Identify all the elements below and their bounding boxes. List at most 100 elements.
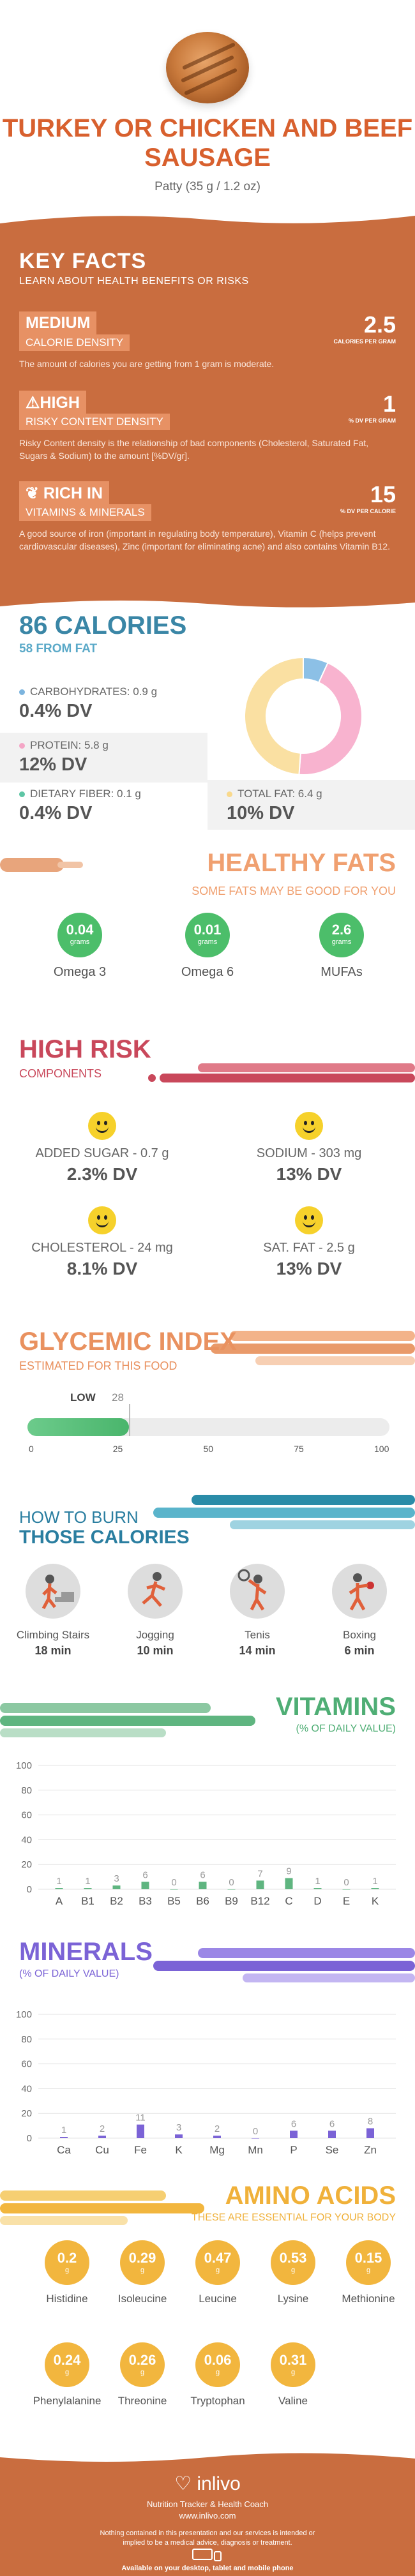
risk-dv: 8.1% DV — [66, 1259, 138, 1278]
bar-value-label: 1 — [372, 1876, 377, 1887]
tagline: Nutrition Tracker & Health Coach — [146, 2499, 269, 2509]
burn-time: 18 min — [34, 1644, 72, 1657]
x-category-label: A — [56, 1895, 63, 1907]
y-tick-label: 80 — [21, 2034, 32, 2045]
x-category-label: B5 — [167, 1895, 181, 1907]
amino-label: Tryptophan — [190, 2395, 245, 2407]
bar-value-label: 0 — [253, 2126, 258, 2137]
minerals-subtitle: (% OF DAILY VALUE) — [19, 1968, 119, 1979]
legend-dot — [19, 743, 25, 749]
vitamin-bar — [170, 1889, 178, 1890]
food-image — [166, 32, 249, 103]
fact-value: 1 — [382, 391, 396, 417]
amino-bubble: 0.53 g — [271, 2240, 315, 2285]
smile-icon — [88, 1206, 116, 1234]
glycemic-level: LOW — [70, 1391, 96, 1404]
fact-level: ❦ RICH IN — [19, 481, 109, 505]
page-title: TURKEY OR CHICKEN AND BEEF SAUSAGE — [2, 114, 413, 172]
jogging-icon — [128, 1564, 183, 1619]
x-category-label: C — [285, 1895, 292, 1907]
amino-title: AMINO ACIDS — [225, 2182, 396, 2210]
vitamin-bar — [112, 1885, 121, 1889]
bar-value-label: 0 — [171, 1877, 176, 1888]
mineral-bar — [137, 2124, 144, 2138]
x-category-label: B1 — [81, 1895, 94, 1907]
glycemic-ticks: 0 25 50 75 100 — [27, 1444, 389, 1456]
deco-bars — [211, 1331, 415, 1365]
legend-dot — [19, 689, 25, 696]
amino-label: Lysine — [277, 2293, 309, 2305]
glycemic-tick: 25 — [112, 1444, 123, 1454]
bar-value-label: 3 — [176, 2122, 181, 2133]
vitamin-bar — [313, 1888, 322, 1889]
calories-title: 86 CALORIES — [19, 611, 187, 640]
fact-description: The amount of calories you are getting f… — [19, 359, 275, 369]
vitamin-bar — [199, 1882, 207, 1889]
footer: ♡ inlivo Nutrition Tracker & Health Coac… — [0, 2464, 415, 2576]
deco-bars — [153, 1495, 415, 1529]
amino-label: Histidine — [46, 2293, 88, 2305]
burn-time: 10 min — [137, 1644, 174, 1657]
x-category-label: Fe — [134, 2144, 147, 2156]
fact-level: MEDIUM — [19, 311, 97, 335]
nutrient-carbohydrates: CARBOHYDRATES: 0.9 g 0.4% DV — [19, 685, 158, 721]
fat-label: Omega 3 — [53, 965, 107, 979]
vitamin-bar — [285, 1878, 293, 1889]
warning-icon: ⚠ — [26, 394, 40, 412]
fat-bg — [207, 780, 415, 830]
fact-value: 2.5 — [363, 311, 396, 338]
deco-bars — [0, 858, 83, 872]
vitamin-bar — [256, 1880, 264, 1889]
key-facts-title: KEY FACTS — [19, 249, 147, 273]
amino-bubble: 0.29 g — [120, 2240, 165, 2285]
glycemic-subtitle: ESTIMATED FOR THIS FOOD — [19, 1359, 177, 1372]
healthy-fats-title: HEALTHY FATS — [207, 849, 396, 877]
donut-slice — [244, 656, 304, 775]
fact-value: 15 — [370, 481, 396, 507]
amino-label: Threonine — [117, 2395, 167, 2407]
fact-description: Risky Content density is the relationshi… — [19, 438, 369, 461]
vitamin-bar — [141, 1882, 149, 1889]
healthy-fats-subtitle: SOME FATS MAY BE GOOD FOR YOU — [192, 885, 396, 897]
bar-value-label: 2 — [100, 2123, 105, 2134]
amino-bubble: 0.2 g — [45, 2240, 89, 2285]
y-tick-label: 60 — [21, 1810, 32, 1821]
bar-value-label: 3 — [114, 1873, 119, 1884]
y-tick-label: 0 — [27, 2133, 32, 2144]
amino-label: Leucine — [199, 2293, 237, 2305]
x-category-label: Cu — [95, 2144, 109, 2156]
amino-label: Phenylalanine — [33, 2395, 102, 2407]
fat-bubble-omega6: 0.01 grams — [185, 913, 230, 957]
burn-label: Jogging — [136, 1629, 174, 1641]
bar-value-label: 6 — [329, 2118, 335, 2129]
bar-value-label: 1 — [85, 1876, 90, 1887]
vitamins-subtitle: (% OF DAILY VALUE) — [296, 1723, 396, 1734]
amino-bubble: 0.26 g — [120, 2342, 165, 2387]
fact-unit: % DV PER CALORIE — [340, 508, 396, 514]
glycemic-tick: 50 — [203, 1444, 214, 1454]
risk-label: CHOLESTEROL - 24 mg — [31, 1241, 173, 1255]
bar-value-label: 6 — [200, 1869, 205, 1880]
vitamin-bar — [342, 1889, 351, 1890]
mineral-bar — [213, 2136, 221, 2138]
glycemic-tick: 75 — [294, 1444, 304, 1454]
brand-logo[interactable]: ♡ inlivo — [174, 2473, 241, 2494]
protein-bg — [0, 733, 207, 783]
risk-dv: 13% DV — [276, 1259, 342, 1278]
x-category-label: B9 — [225, 1895, 238, 1907]
boxing-icon — [332, 1564, 387, 1619]
bar-value-label: 2 — [215, 2123, 220, 2134]
y-tick-label: 40 — [21, 1834, 32, 1845]
site-link[interactable]: www.inlivo.com — [179, 2511, 236, 2520]
deco-bars — [148, 1063, 415, 1082]
amino-bubble: 0.06 g — [195, 2342, 240, 2387]
y-tick-label: 20 — [21, 1859, 32, 1870]
vitamin-bar — [371, 1888, 379, 1889]
fat-bubble-mufas: 2.6 grams — [319, 913, 364, 957]
burn-title-2: THOSE CALORIES — [19, 1527, 190, 1548]
burn-time: 14 min — [239, 1644, 276, 1657]
fact-unit: % DV PER GRAM — [348, 417, 396, 424]
mineral-bar — [290, 2130, 298, 2138]
bar-value-label: 6 — [291, 2118, 296, 2129]
tennis-icon — [230, 1564, 285, 1619]
